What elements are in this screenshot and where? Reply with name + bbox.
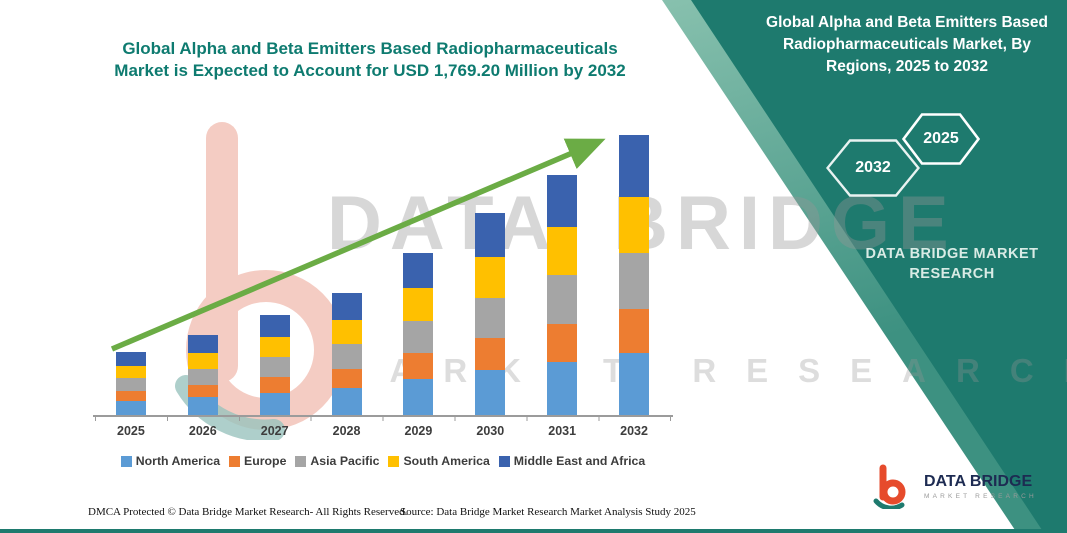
x-axis-label: 2029 [404,424,433,438]
bar-segment-2029 [403,252,434,289]
bar-segment-2030 [475,212,506,258]
footer-dmca-text: DMCA Protected © Data Bridge Market Rese… [88,506,408,518]
bar-segment-2028 [331,344,362,369]
bar-segment-2027 [259,315,290,337]
databridge-logo: DATA BRIDGE MARKET RESEARCH [872,463,1037,509]
legend-swatch [498,455,510,467]
bar-segment-2026 [187,368,218,385]
bar-segment-2031 [547,362,578,415]
bar-segment-2026 [187,397,218,415]
bar-segment-2025 [115,401,146,415]
right-panel-title: Global Alpha and Beta Emitters Based Rad… [766,14,1048,75]
hexagon-2032-outline [825,139,921,197]
bar-segment-2030 [475,297,506,339]
x-axis-label: 2031 [548,424,577,438]
legend-item: Middle East and Africa [498,454,646,468]
bar-segment-2027 [259,392,290,415]
x-axis-label: 2025 [117,424,145,438]
bar-segment-2031 [547,275,578,324]
bar-segment-2031 [547,174,578,228]
legend-item: South America [388,454,490,468]
bar-segment-2028 [331,368,362,389]
bar-segment-2029 [403,288,434,321]
footer-source-text: Source: Data Bridge Market Research Mark… [400,506,696,518]
legend-swatch [120,455,132,467]
bar-2030 [475,212,506,415]
databridge-logo-text: DATA BRIDGE MARKET RESEARCH [924,473,1037,500]
bar-segment-2031 [547,323,578,362]
bar-segment-2025 [115,391,146,402]
hexagon-2025-label: 2025 [923,130,959,147]
bar-segment-2030 [475,370,506,415]
bar-2027 [259,315,290,415]
bar-segment-2025 [115,365,146,379]
legend-item: Asia Pacific [295,454,379,468]
bar-segment-2032 [619,353,650,415]
bars [95,125,670,415]
bar-segment-2027 [259,336,290,357]
bar-segment-2028 [331,293,362,320]
chart-legend: North America Europe Asia Pacific South Ame… [88,454,678,468]
bar-segment-2027 [259,356,290,377]
bar-segment-2025 [115,352,146,366]
bar-segment-2032 [619,252,650,309]
bar-segment-2028 [331,388,362,415]
x-axis-label: 2030 [476,424,505,438]
bar-segment-2026 [187,352,218,369]
bar-segment-2032 [619,308,650,354]
bar-2031 [547,174,578,415]
x-axis-line [93,415,673,417]
bar-segment-2032 [619,135,650,197]
legend-item: Europe [229,454,286,468]
legend-label: South America [403,454,490,468]
hexagon-2032: 2032 [825,139,921,197]
bar-2025 [115,352,146,415]
legend-label: Asia Pacific [310,454,380,468]
databridge-logo-title: DATA BRIDGE [924,472,1033,490]
x-axis-label: 2026 [188,424,217,438]
chart-title: Global Alpha and Beta Emitters Based Rad… [114,39,626,80]
bar-segment-2029 [403,379,434,415]
bar-2029 [403,252,434,415]
hexagon-2025: 2025 [901,113,981,165]
bar-segment-2030 [475,257,506,298]
databridge-b-icon [873,464,906,509]
bar-segment-2032 [619,196,650,253]
watermark-marketresearch-text: MARKET RESEARCH [332,352,1067,389]
bar-2026 [187,334,218,415]
bar-segment-2026 [187,384,218,398]
right-panel-brand-text: DATA BRIDGE MARKET RESEARCH [865,246,1039,282]
legend-item: North America [120,454,221,468]
legend-label: Middle East and Africa [513,454,646,468]
bar-segment-2028 [331,319,362,345]
databridge-logo-subtitle: MARKET RESEARCH [924,492,1037,500]
bar-segment-2029 [403,320,434,354]
bottom-teal-border [0,529,1067,533]
x-axis-label: 2027 [260,424,289,438]
bar-segment-2026 [187,334,218,353]
bar-2028 [331,293,362,415]
legend-swatch [388,455,400,467]
legend-label: North America [135,454,221,468]
legend-swatch [229,455,241,467]
bar-segment-2025 [115,378,146,392]
hexagon-2032-label: 2032 [855,159,891,176]
x-axis-label: 2028 [332,424,361,438]
legend-label: Europe [244,454,287,468]
bar-segment-2027 [259,376,290,393]
x-axis-ticks [95,417,671,421]
bar-segment-2030 [475,338,506,371]
x-axis-label: 2032 [620,424,648,438]
bar-2032 [619,135,650,415]
legend-swatch [295,455,307,467]
x-axis-labels: 2025 2026 2027 2028 2029 2030 2031 2032 [95,424,670,438]
bar-segment-2031 [547,227,578,276]
bar-segment-2029 [403,353,434,380]
hexagon-2025-outline [901,113,981,165]
